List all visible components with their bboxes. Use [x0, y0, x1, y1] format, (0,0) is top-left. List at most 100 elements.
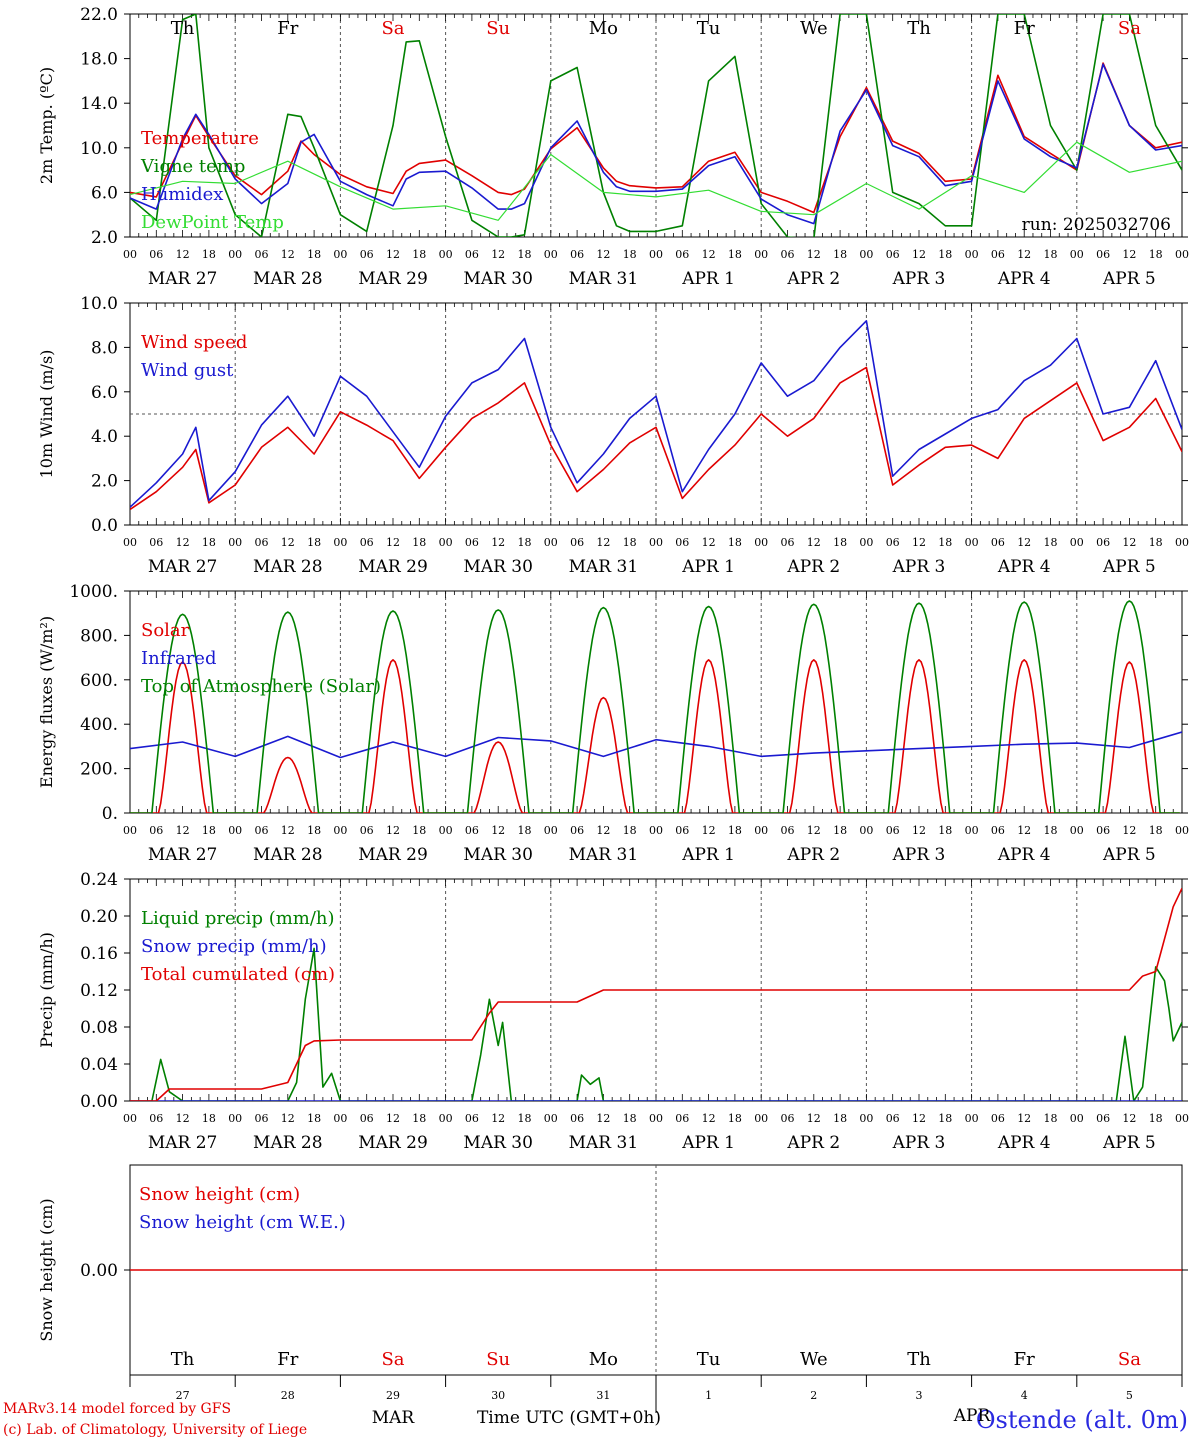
- x-hour-label: 18: [518, 1112, 532, 1125]
- x-hour-label: 06: [781, 1112, 795, 1125]
- date-label: MAR 27: [148, 557, 218, 577]
- x-hour-label: 18: [412, 1112, 426, 1125]
- x-hour-label: 06: [675, 824, 689, 837]
- x-hour-label: 00: [123, 536, 137, 549]
- y-tick-label: 0.00: [80, 1092, 118, 1112]
- site-title: Ostende (alt. 0m): [976, 1406, 1188, 1434]
- x-hour-label: 00: [1175, 824, 1189, 837]
- y-axis-label: Snow height (cm): [37, 1198, 56, 1341]
- y-tick-label: 0.16: [80, 944, 118, 964]
- date-label: APR 5: [1102, 269, 1156, 289]
- x-hour-label: 00: [1175, 1112, 1189, 1125]
- date-label: APR 1: [681, 1133, 735, 1153]
- y-tick-label: 0.00: [80, 1261, 118, 1281]
- day-name-top: Sa: [381, 18, 404, 39]
- series-group: [130, 319, 1182, 511]
- x-hour-label: 12: [702, 824, 716, 837]
- day-name-bottom: Th: [171, 1349, 195, 1370]
- x-hour-label: 06: [991, 536, 1005, 549]
- legend-snow-height-cm-: Snow height (cm): [139, 1184, 300, 1205]
- x-hour-label: 12: [807, 1112, 821, 1125]
- day-name-bottom: We: [800, 1349, 828, 1370]
- x-hour-label: 18: [1149, 248, 1163, 261]
- day-number: 2: [810, 1389, 817, 1402]
- date-label: APR 3: [892, 269, 946, 289]
- x-hour-label: 18: [202, 248, 216, 261]
- day-number: 3: [916, 1389, 923, 1402]
- x-hour-label: 18: [202, 824, 216, 837]
- x-hour-label: 06: [886, 1112, 900, 1125]
- legend-humidex: Humidex: [141, 184, 223, 205]
- date-label: APR 5: [1102, 845, 1156, 865]
- date-label: MAR 30: [463, 845, 533, 865]
- y-tick-label: 0.20: [80, 907, 118, 927]
- date-label: APR 4: [997, 845, 1051, 865]
- x-hour-label: 12: [1122, 1112, 1136, 1125]
- x-hour-label: 12: [386, 536, 400, 549]
- y-tick-label: 4.0: [91, 427, 118, 447]
- x-hour-label: 18: [833, 536, 847, 549]
- x-hour-label: 00: [439, 824, 453, 837]
- day-name-bottom: Fr: [277, 1349, 298, 1370]
- y-tick-label: 14.0: [80, 94, 118, 114]
- x-hour-label: 00: [754, 248, 768, 261]
- day-name-top: We: [800, 18, 828, 39]
- x-hour-label: 00: [754, 1112, 768, 1125]
- x-hour-label: 12: [1017, 1112, 1031, 1125]
- x-hour-label: 18: [307, 248, 321, 261]
- x-hour-label: 18: [412, 248, 426, 261]
- legend-snow-precip-mm-h-: Snow precip (mm/h): [141, 936, 327, 957]
- series-line-infrared: [130, 731, 1182, 759]
- panel-5: 0.00 Snow height (cm) Snow height (cm) Snow…: [37, 1164, 1188, 1376]
- day-name-top: Th: [907, 18, 931, 39]
- x-hour-label: 06: [886, 248, 900, 261]
- date-label: MAR 28: [253, 845, 323, 865]
- y-axis-label: Energy fluxes (W/m²): [37, 616, 56, 788]
- day-number: 31: [596, 1389, 610, 1402]
- lab-credit: (c) Lab. of Climatology, University of L…: [3, 1422, 307, 1438]
- series-line-temperature: [130, 62, 1182, 214]
- date-label: APR 5: [1102, 1133, 1156, 1153]
- date-label: APR 2: [786, 269, 840, 289]
- x-hour-label: 00: [965, 1112, 979, 1125]
- x-hour-label: 00: [859, 824, 873, 837]
- x-hour-label: 18: [202, 1112, 216, 1125]
- day-name-bottom: Th: [907, 1349, 931, 1370]
- x-hour-label: 18: [833, 1112, 847, 1125]
- x-hour-label: 06: [1096, 536, 1110, 549]
- x-hour-label: 00: [544, 248, 558, 261]
- series-group: [130, 887, 1182, 1101]
- x-hour-label: 00: [1070, 248, 1084, 261]
- x-hour-label: 00: [228, 248, 242, 261]
- x-hour-label: 18: [1149, 1112, 1163, 1125]
- x-hour-label: 00: [859, 248, 873, 261]
- day-number: 27: [176, 1389, 190, 1402]
- x-hour-label: 00: [439, 248, 453, 261]
- x-hour-label: 18: [1044, 824, 1058, 837]
- y-tick-label: 2.0: [91, 228, 118, 248]
- y-tick-label: 6.0: [91, 183, 118, 203]
- day-number: 5: [1126, 1389, 1133, 1402]
- x-hour-label: 18: [518, 536, 532, 549]
- x-hour-label: 12: [702, 1112, 716, 1125]
- x-hour-label: 00: [123, 1112, 137, 1125]
- date-label: MAR 30: [463, 269, 533, 289]
- day-name-bottom: Sa: [1118, 1349, 1141, 1370]
- x-hour-label: 06: [570, 1112, 584, 1125]
- day-name-top: Th: [171, 18, 195, 39]
- y-tick-label: 2.0: [91, 472, 118, 492]
- day-name-bottom: Su: [486, 1349, 510, 1370]
- x-hour-label: 00: [649, 248, 663, 261]
- date-label: APR 5: [1102, 557, 1156, 577]
- panel-2: 0.0 2.0 4.0 6.0 8.0 10.0 10m Wind (m/s) 00 06 12 1…: [37, 294, 1189, 577]
- x-hour-label: 12: [281, 536, 295, 549]
- series-line-dewpoint-temp: [130, 141, 1182, 221]
- y-axis-label: Precip (mm/h): [37, 932, 56, 1048]
- y-tick-label: 22.0: [80, 5, 118, 25]
- x-hour-label: 18: [202, 536, 216, 549]
- x-hour-label: 06: [991, 1112, 1005, 1125]
- x-hour-label: 06: [465, 248, 479, 261]
- date-label: APR 3: [892, 1133, 946, 1153]
- x-hour-label: 06: [149, 824, 163, 837]
- x-hour-label: 00: [123, 248, 137, 261]
